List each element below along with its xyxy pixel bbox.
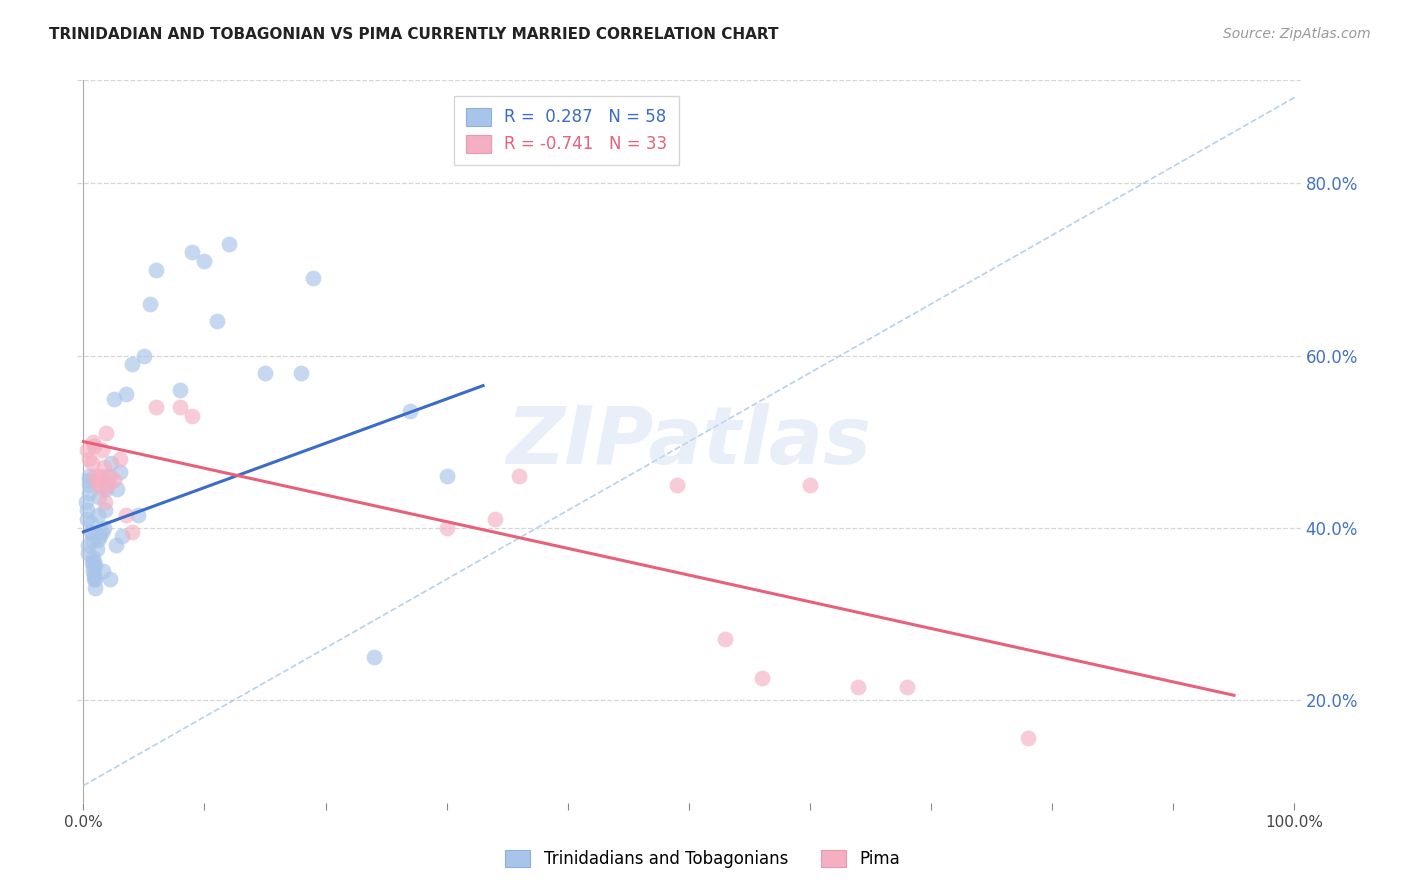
Point <box>77 546 100 560</box>
Point <box>1017 731 1039 746</box>
Point <box>139 297 162 311</box>
Point <box>86 542 108 557</box>
Text: ZIPatlas: ZIPatlas <box>506 402 872 481</box>
Point <box>290 366 312 380</box>
Point <box>79 477 101 491</box>
Point <box>80 456 103 470</box>
Point <box>91 482 114 496</box>
Text: Source: ZipAtlas.com: Source: ZipAtlas.com <box>1223 27 1371 41</box>
Point <box>114 508 136 522</box>
Point <box>363 649 385 664</box>
Point <box>205 314 228 328</box>
Point <box>181 245 204 260</box>
Point <box>193 254 215 268</box>
Point <box>84 559 107 574</box>
Point <box>82 434 104 449</box>
Point <box>87 477 110 491</box>
Legend: Trinidadians and Tobagonians, Pima: Trinidadians and Tobagonians, Pima <box>499 843 907 875</box>
Point <box>79 486 101 500</box>
Point <box>84 469 107 483</box>
Point <box>84 581 107 595</box>
Point <box>91 564 114 578</box>
Point <box>76 512 98 526</box>
Point <box>97 477 120 491</box>
Point <box>76 443 98 458</box>
Point <box>79 451 101 466</box>
Point <box>484 512 506 526</box>
Point <box>108 465 131 479</box>
Point <box>127 508 149 522</box>
Point <box>103 473 125 487</box>
Point <box>87 533 110 548</box>
Text: TRINIDADIAN AND TOBAGONIAN VS PIMA CURRENTLY MARRIED CORRELATION CHART: TRINIDADIAN AND TOBAGONIAN VS PIMA CURRE… <box>49 27 779 42</box>
Point <box>105 482 128 496</box>
Point <box>90 443 112 458</box>
Point <box>89 529 111 543</box>
Point <box>169 383 191 397</box>
Point <box>79 469 101 483</box>
Point <box>77 538 100 552</box>
Point <box>79 516 101 531</box>
Point <box>82 559 104 574</box>
Point <box>111 529 134 543</box>
Point <box>218 236 240 251</box>
Point <box>302 271 325 285</box>
Point <box>896 680 918 694</box>
Point <box>100 456 122 470</box>
Point <box>96 482 118 496</box>
Point <box>79 524 101 539</box>
Point <box>98 469 121 483</box>
Point <box>96 425 118 440</box>
Point <box>108 451 131 466</box>
Point <box>181 409 204 423</box>
Point <box>80 524 103 539</box>
Point <box>714 632 737 647</box>
Point <box>76 503 98 517</box>
Point <box>86 473 108 487</box>
Point <box>83 439 105 453</box>
Point <box>751 671 773 685</box>
Point <box>848 680 870 694</box>
Point <box>105 538 128 552</box>
Point <box>94 503 117 517</box>
Point <box>665 477 688 491</box>
Point <box>799 477 821 491</box>
Point <box>93 460 115 475</box>
Point <box>87 508 110 522</box>
Point <box>145 400 167 414</box>
Point <box>89 491 111 505</box>
Point <box>98 572 121 586</box>
Point <box>145 262 167 277</box>
Point <box>121 524 143 539</box>
Point <box>80 533 103 548</box>
Point <box>93 520 115 534</box>
Point <box>89 469 111 483</box>
Point <box>94 494 117 508</box>
Point <box>132 349 155 363</box>
Point <box>121 357 143 371</box>
Point <box>103 392 125 406</box>
Point <box>79 473 101 487</box>
Point <box>508 469 530 483</box>
Point <box>82 550 104 565</box>
Point <box>399 404 422 418</box>
Point <box>97 469 120 483</box>
Point <box>90 524 112 539</box>
Point <box>83 567 105 582</box>
Point <box>80 555 103 569</box>
Point <box>83 555 105 569</box>
Point <box>169 400 191 414</box>
Point <box>83 572 105 586</box>
Point <box>75 494 97 508</box>
Point <box>82 564 104 578</box>
Legend: R =  0.287   N = 58, R = -0.741   N = 33: R = 0.287 N = 58, R = -0.741 N = 33 <box>454 95 679 165</box>
Point <box>84 572 107 586</box>
Point <box>114 387 136 401</box>
Point <box>254 366 277 380</box>
Point <box>436 469 458 483</box>
Point <box>436 520 458 534</box>
